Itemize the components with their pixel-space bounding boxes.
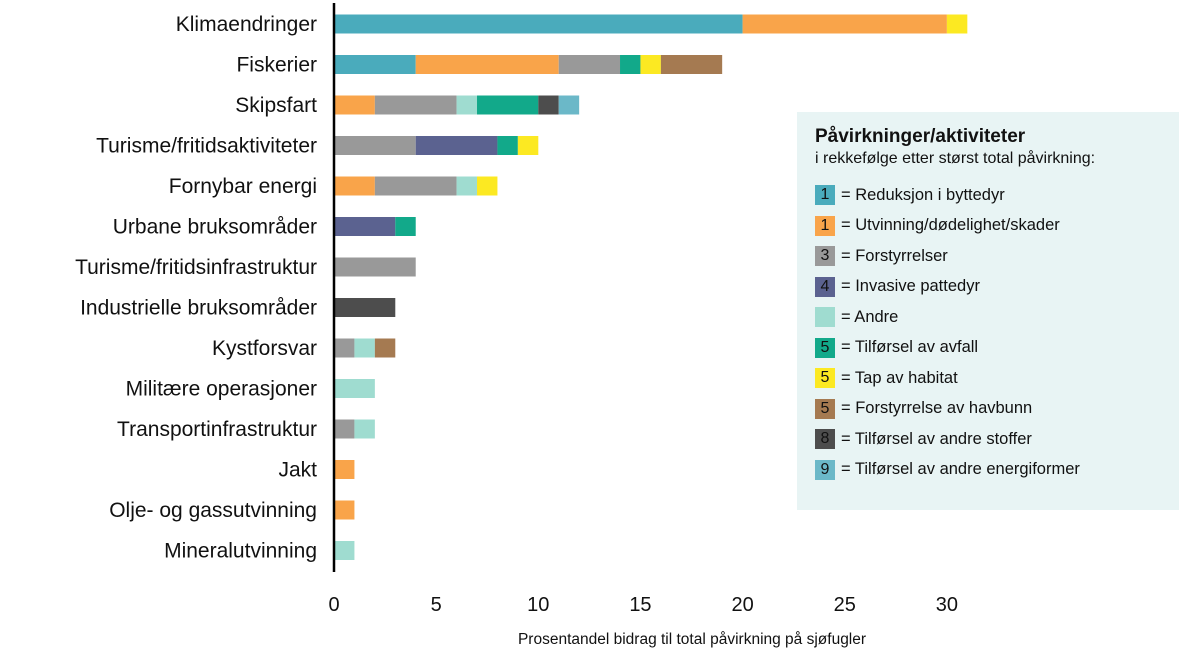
- legend-swatch: 5: [815, 368, 835, 389]
- legend-title: Påvirkninger/aktiviteter: [815, 126, 1026, 147]
- legend-label: = Forstyrrelse av havbunn: [841, 399, 1033, 418]
- category-label: Mineralutvinning: [164, 540, 317, 563]
- bar-segment: [334, 298, 396, 317]
- bar-segment: [334, 500, 355, 520]
- legend-swatch: [815, 307, 835, 328]
- legend-swatch: 5: [815, 398, 835, 419]
- bar-segment: [620, 55, 641, 74]
- legend-item: 3 = Forstyrrelser: [815, 241, 1179, 272]
- bar-segment: [415, 55, 559, 74]
- legend-item: 4 = Invasive pattedyr: [815, 272, 1179, 303]
- bar-segment: [374, 338, 396, 358]
- bar-segment: [517, 136, 539, 155]
- bar-segment: [456, 95, 478, 115]
- bar-segment: [334, 257, 416, 277]
- category-label: Olje- og gassutvinning: [109, 499, 317, 522]
- legend-swatch: 3: [815, 246, 835, 267]
- category-label: Jakt: [278, 459, 317, 482]
- legend-swatch: 1: [815, 215, 835, 236]
- bar-segment: [334, 176, 375, 196]
- bar-segment: [477, 95, 539, 115]
- bar-segment: [334, 419, 355, 439]
- legend-item: 5 = Tap av habitat: [815, 363, 1179, 394]
- bar-segment: [497, 136, 518, 155]
- legend-label: = Reduksjon i byttedyr: [841, 185, 1005, 204]
- legend-label: = Andre: [841, 307, 899, 326]
- bar-segment: [354, 419, 375, 439]
- bar-segment: [558, 55, 621, 74]
- category-label: Transportinfrastruktur: [117, 418, 317, 441]
- bar-segment: [374, 95, 457, 115]
- legend-item: 1 = Utvinning/dødelighet/skader: [815, 211, 1179, 242]
- bar-segment: [334, 55, 416, 74]
- legend-subtitle: i rekkefølge etter størst total påvirkni…: [815, 150, 1096, 167]
- bar-segment: [334, 217, 396, 236]
- category-label: Militære operasjoner: [126, 378, 317, 401]
- bar-segment: [395, 217, 416, 236]
- bar-segment: [456, 176, 478, 196]
- bar-segment: [334, 338, 355, 358]
- legend-item: 5 = Forstyrrelse av havbunn: [815, 394, 1179, 425]
- category-label: Urbane bruksområder: [113, 216, 317, 239]
- category-label: Turisme/fritidsinfrastruktur: [75, 256, 317, 279]
- x-tick-label: 25: [834, 594, 856, 616]
- category-label: Kystforsvar: [212, 337, 317, 360]
- legend-swatch: 5: [815, 337, 835, 358]
- x-tick-label: 15: [629, 594, 651, 616]
- legend: Påvirkninger/aktiviteter i rekkefølge et…: [797, 112, 1179, 510]
- bar-segment: [334, 541, 355, 560]
- bar-segment: [334, 95, 375, 115]
- bar-segment: [374, 176, 457, 196]
- legend-label: = Tilførsel av avfall: [841, 338, 979, 357]
- bar-segment: [477, 176, 498, 196]
- bar-segment: [334, 379, 375, 398]
- legend-label: = Tilførsel av andre stoffer: [841, 429, 1032, 448]
- bar-segment: [640, 55, 661, 74]
- bar-segment: [354, 338, 375, 358]
- category-label: Turisme/fritidsaktiviteter: [96, 135, 317, 158]
- x-tick-label: 10: [527, 594, 549, 616]
- legend-item: = Andre: [815, 302, 1179, 333]
- bar-segment: [334, 460, 355, 479]
- category-label: Industrielle bruksområder: [80, 297, 317, 320]
- bar-segment: [538, 95, 559, 115]
- x-tick-label: 30: [936, 594, 958, 616]
- x-tick-label: 20: [731, 594, 753, 616]
- x-tick-label: 5: [431, 594, 442, 616]
- legend-label: = Utvinning/dødelighet/skader: [841, 216, 1060, 235]
- bar-segment: [415, 136, 498, 155]
- bar-segment: [742, 14, 947, 34]
- category-label: Fiskerier: [236, 54, 317, 77]
- x-axis-label: Prosentandel bidrag til total påvirkning…: [518, 631, 866, 648]
- legend-item: 9 = Tilførsel av andre energiformer: [815, 455, 1179, 486]
- legend-item: 1 = Reduksjon i byttedyr: [815, 180, 1179, 211]
- bar-segment: [660, 55, 723, 74]
- legend-swatch: 9: [815, 459, 835, 480]
- bar-segment: [946, 14, 968, 34]
- category-label: Klimaendringer: [176, 13, 317, 36]
- category-label: Skipsfart: [235, 94, 317, 117]
- bar-segment: [334, 14, 743, 34]
- legend-item: 8 = Tilførsel av andre stoffer: [815, 424, 1179, 455]
- category-label: Fornybar energi: [169, 175, 317, 198]
- bar-segment: [558, 95, 580, 115]
- x-tick-label: 0: [328, 594, 339, 616]
- bar-segment: [334, 136, 416, 155]
- legend-swatch: 1: [815, 185, 835, 206]
- legend-item: 5 = Tilførsel av avfall: [815, 333, 1179, 364]
- legend-swatch: 4: [815, 276, 835, 297]
- legend-label: = Tilførsel av andre energiformer: [841, 460, 1080, 479]
- legend-swatch: 8: [815, 429, 835, 450]
- legend-label: = Forstyrrelser: [841, 246, 948, 265]
- legend-label: = Invasive pattedyr: [841, 277, 980, 296]
- legend-label: = Tap av habitat: [841, 368, 958, 387]
